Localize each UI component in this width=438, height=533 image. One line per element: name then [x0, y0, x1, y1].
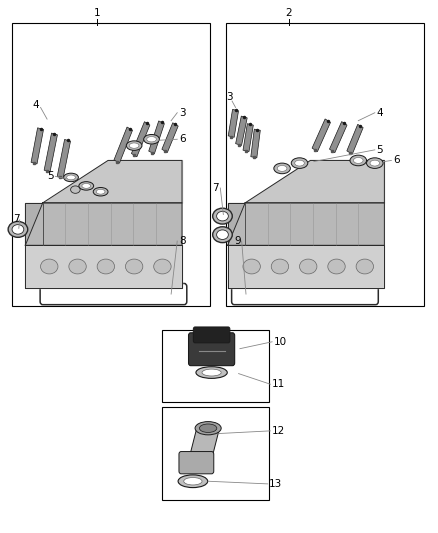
Ellipse shape — [154, 259, 171, 274]
Ellipse shape — [41, 259, 58, 274]
Text: 4: 4 — [33, 100, 39, 110]
Ellipse shape — [199, 424, 217, 432]
Ellipse shape — [178, 475, 208, 488]
Text: 12: 12 — [272, 426, 285, 436]
Text: 11: 11 — [272, 379, 285, 389]
Polygon shape — [25, 203, 43, 245]
FancyBboxPatch shape — [232, 284, 378, 305]
Ellipse shape — [217, 212, 228, 221]
Ellipse shape — [67, 175, 75, 180]
Polygon shape — [243, 124, 253, 152]
Ellipse shape — [8, 221, 28, 237]
Ellipse shape — [126, 141, 142, 150]
Ellipse shape — [125, 259, 143, 274]
Polygon shape — [329, 122, 347, 152]
Ellipse shape — [277, 165, 287, 171]
Ellipse shape — [295, 160, 304, 166]
Ellipse shape — [12, 224, 24, 234]
Text: 9: 9 — [234, 236, 241, 246]
Text: 3: 3 — [226, 92, 233, 102]
Polygon shape — [228, 109, 239, 138]
Ellipse shape — [93, 188, 108, 196]
Text: 6: 6 — [179, 134, 186, 144]
Polygon shape — [114, 127, 133, 163]
Bar — [12, 22, 210, 306]
FancyBboxPatch shape — [188, 333, 235, 366]
Polygon shape — [43, 160, 182, 203]
Ellipse shape — [300, 259, 317, 274]
Text: 2: 2 — [285, 8, 292, 18]
Ellipse shape — [356, 259, 374, 274]
Ellipse shape — [367, 158, 383, 168]
Text: 6: 6 — [393, 156, 400, 165]
Polygon shape — [25, 245, 182, 288]
Ellipse shape — [217, 230, 228, 239]
Ellipse shape — [144, 134, 159, 144]
Ellipse shape — [213, 208, 232, 224]
Bar — [162, 330, 269, 402]
Ellipse shape — [64, 173, 78, 182]
Polygon shape — [44, 133, 57, 172]
Text: 4: 4 — [377, 108, 383, 118]
Polygon shape — [347, 124, 363, 154]
Text: 13: 13 — [269, 479, 283, 489]
Text: 1: 1 — [94, 8, 100, 18]
Polygon shape — [149, 121, 164, 154]
Text: 7: 7 — [212, 183, 219, 193]
Ellipse shape — [370, 160, 380, 166]
Ellipse shape — [202, 369, 221, 376]
Bar — [162, 407, 269, 500]
Polygon shape — [31, 128, 43, 164]
Ellipse shape — [69, 259, 86, 274]
Ellipse shape — [350, 155, 367, 166]
Ellipse shape — [96, 189, 105, 194]
Ellipse shape — [71, 186, 80, 193]
Ellipse shape — [79, 182, 94, 190]
Ellipse shape — [195, 422, 221, 435]
FancyBboxPatch shape — [193, 327, 230, 343]
Polygon shape — [245, 160, 385, 203]
Text: 3: 3 — [179, 108, 186, 118]
Bar — [226, 22, 424, 306]
Ellipse shape — [213, 227, 232, 243]
FancyBboxPatch shape — [40, 284, 187, 305]
Ellipse shape — [97, 259, 115, 274]
Ellipse shape — [243, 259, 260, 274]
Polygon shape — [228, 203, 245, 245]
Polygon shape — [228, 245, 385, 288]
Ellipse shape — [129, 143, 139, 148]
Ellipse shape — [353, 158, 363, 164]
Ellipse shape — [184, 478, 202, 485]
Polygon shape — [312, 119, 331, 151]
Text: 5: 5 — [377, 145, 383, 155]
Polygon shape — [25, 203, 182, 245]
Polygon shape — [228, 203, 385, 245]
Ellipse shape — [147, 136, 156, 142]
Ellipse shape — [274, 163, 290, 174]
Text: 7: 7 — [14, 214, 20, 224]
Text: 8: 8 — [179, 236, 186, 246]
Text: 5: 5 — [47, 172, 53, 181]
Polygon shape — [131, 122, 150, 157]
Ellipse shape — [328, 259, 345, 274]
Polygon shape — [236, 116, 247, 146]
FancyBboxPatch shape — [179, 451, 214, 474]
Ellipse shape — [291, 158, 308, 168]
Ellipse shape — [271, 259, 289, 274]
Ellipse shape — [196, 367, 227, 378]
Polygon shape — [162, 123, 178, 152]
Polygon shape — [57, 140, 71, 179]
Text: 10: 10 — [273, 337, 286, 347]
Polygon shape — [191, 424, 219, 461]
Ellipse shape — [82, 183, 91, 188]
Polygon shape — [251, 129, 260, 158]
